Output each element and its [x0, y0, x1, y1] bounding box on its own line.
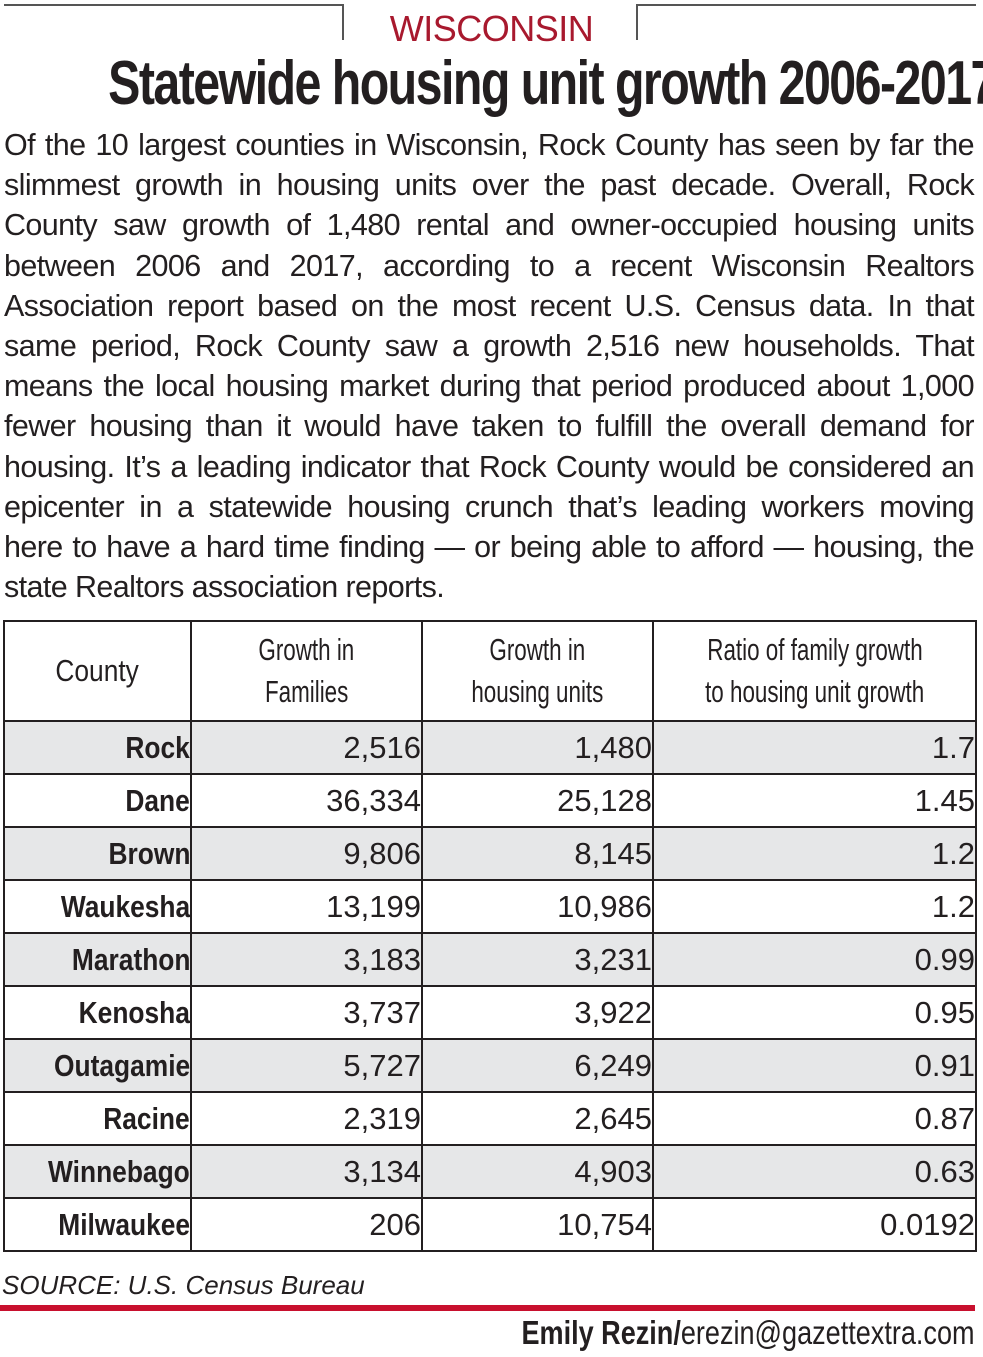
cell-housing: 8,145 — [421, 826, 654, 881]
kicker-tick-right — [636, 4, 638, 40]
table-header-row: County Growth in Families Growth in housin… — [3, 620, 977, 722]
table-row: Waukesha 13,199 10,986 1.2 — [3, 879, 977, 934]
cell-families: 2,319 — [190, 1091, 423, 1146]
credit-email: erezin@gazettextra.com — [681, 1314, 975, 1351]
cell-ratio: 1.2 — [652, 879, 977, 934]
cell-ratio: 1.7 — [652, 720, 977, 775]
cell-families: 5,727 — [190, 1038, 423, 1093]
cell-ratio: 1.2 — [652, 826, 977, 881]
header-families: Growth in Families — [190, 620, 423, 722]
cell-families: 9,806 — [190, 826, 423, 881]
header-ratio: Ratio of family growth to housing unit gr… — [652, 620, 977, 722]
cell-housing: 10,754 — [421, 1197, 654, 1252]
cell-county: Marathon — [3, 932, 192, 987]
headline: Statewide housing unit growth 2006-2017 — [108, 49, 983, 118]
table-row: Kenosha 3,737 3,922 0.95 — [3, 985, 977, 1040]
cell-ratio: 0.0192 — [652, 1197, 977, 1252]
cell-county: Dane — [3, 773, 192, 828]
cell-county: Outagamie — [3, 1038, 192, 1093]
cell-county: Racine — [3, 1091, 192, 1146]
cell-housing: 6,249 — [421, 1038, 654, 1093]
table-row: Racine 2,319 2,645 0.87 — [3, 1091, 977, 1146]
data-table: County Growth in Families Growth in housin… — [3, 620, 977, 1252]
byline-credit: Emily Rezin/erezin@gazettextra.com — [522, 1314, 975, 1352]
footer-rule — [0, 1305, 975, 1311]
cell-families: 3,134 — [190, 1144, 423, 1199]
kicker-tick-left — [342, 4, 344, 40]
cell-ratio: 1.45 — [652, 773, 977, 828]
cell-housing: 3,922 — [421, 985, 654, 1040]
cell-county: Brown — [3, 826, 192, 881]
table-row: Outagamie 5,727 6,249 0.91 — [3, 1038, 977, 1093]
cell-families: 36,334 — [190, 773, 423, 828]
cell-county: Rock — [3, 720, 192, 775]
cell-housing: 4,903 — [421, 1144, 654, 1199]
cell-ratio: 0.63 — [652, 1144, 977, 1199]
cell-families: 3,183 — [190, 932, 423, 987]
table-row: Rock 2,516 1,480 1.7 — [3, 720, 977, 775]
cell-families: 2,516 — [190, 720, 423, 775]
cell-housing: 10,986 — [421, 879, 654, 934]
cell-housing: 2,645 — [421, 1091, 654, 1146]
table-row: Dane 36,334 25,128 1.45 — [3, 773, 977, 828]
cell-ratio: 0.99 — [652, 932, 977, 987]
cell-housing: 25,128 — [421, 773, 654, 828]
header-housing: Growth in housing units — [421, 620, 654, 722]
cell-county: Winnebago — [3, 1144, 192, 1199]
cell-ratio: 0.87 — [652, 1091, 977, 1146]
table-row: Milwaukee 206 10,754 0.0192 — [3, 1197, 977, 1252]
cell-ratio: 0.95 — [652, 985, 977, 1040]
table-row: Winnebago 3,134 4,903 0.63 — [3, 1144, 977, 1199]
cell-county: Milwaukee — [3, 1197, 192, 1252]
cell-families: 206 — [190, 1197, 423, 1252]
cell-housing: 1,480 — [421, 720, 654, 775]
credit-name: Emily Rezin/ — [521, 1314, 682, 1351]
cell-county: Kenosha — [3, 985, 192, 1040]
intro-paragraph: Of the 10 largest counties in Wisconsin,… — [4, 128, 975, 605]
kicker: WISCONSIN — [389, 8, 594, 49]
table-row: Brown 9,806 8,145 1.2 — [3, 826, 977, 881]
kicker-rule-right — [636, 4, 976, 6]
cell-ratio: 0.91 — [652, 1038, 977, 1093]
cell-county: Waukesha — [3, 879, 192, 934]
cell-families: 13,199 — [190, 879, 423, 934]
table-row: Marathon 3,183 3,231 0.99 — [3, 932, 977, 987]
kicker-rule-left — [4, 4, 344, 6]
cell-housing: 3,231 — [421, 932, 654, 987]
header-county: County — [3, 620, 192, 722]
source-note: SOURCE: U.S. Census Bureau — [2, 1270, 365, 1300]
cell-families: 3,737 — [190, 985, 423, 1040]
